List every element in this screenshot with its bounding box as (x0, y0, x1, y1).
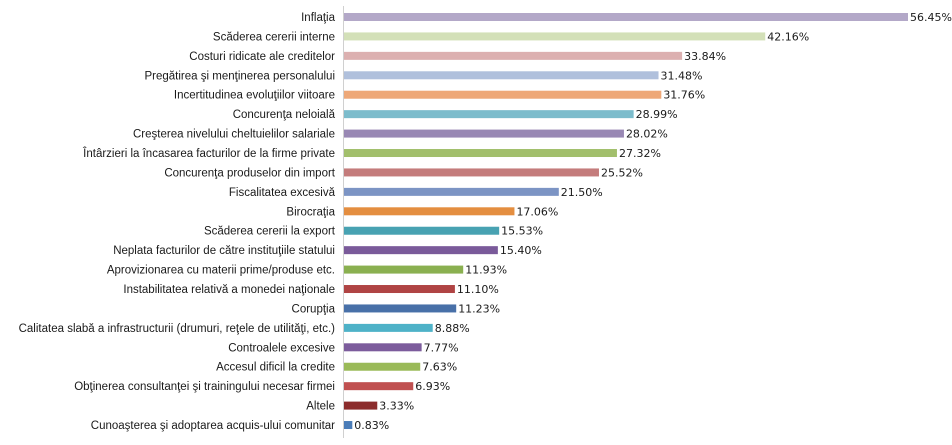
category-label: Concurenţa produselor din import (164, 167, 335, 179)
category-label: Incertitudinea evoluţiilor viitoare (174, 90, 335, 102)
category-label: Pregătirea şi menţinerea personalului (145, 70, 336, 82)
bar (344, 149, 617, 158)
bar (344, 362, 421, 371)
category-label: Scăderea cererii interne (213, 31, 335, 43)
value-label: 33.84% (684, 50, 726, 63)
bar (344, 71, 659, 80)
bar (344, 285, 455, 294)
value-label: 11.23% (458, 302, 500, 315)
value-label: 7.77% (424, 341, 459, 354)
category-label: Creşterea nivelului cheltuielilor salari… (133, 129, 335, 141)
bar (344, 168, 599, 177)
bar (344, 421, 353, 430)
category-label: Controalele excesive (228, 342, 335, 354)
bar (344, 187, 559, 196)
category-label: Întârzieri la încasarea facturilor de la… (82, 147, 335, 160)
bar (344, 343, 422, 352)
bar (344, 304, 457, 313)
bar (344, 51, 683, 60)
category-label: Accesul dificil la credite (216, 362, 335, 374)
bar (344, 13, 908, 21)
value-label: 17.06% (516, 205, 558, 218)
category-label: Cunoaşterea şi adoptarea acquis-ului com… (91, 420, 335, 432)
value-label: 31.48% (661, 69, 703, 82)
category-label: Concurenţa neloială (233, 109, 336, 121)
value-label: 42.16% (767, 30, 809, 43)
value-label: 28.99% (636, 108, 678, 121)
value-label: 27.32% (619, 147, 661, 160)
category-label: Calitatea slabă a infrastructurii (drumu… (19, 323, 336, 335)
category-label: Fiscalitatea excesivă (229, 187, 336, 199)
category-label: Costuri ridicate ale creditelor (189, 51, 335, 63)
value-label: 7.63% (422, 361, 457, 374)
bar (344, 226, 500, 235)
value-label: 31.76% (663, 89, 705, 102)
value-label: 0.83% (354, 419, 389, 432)
value-label: 11.10% (457, 283, 499, 296)
bar (344, 90, 662, 99)
value-label: 6.93% (415, 380, 450, 393)
bar (344, 207, 515, 216)
bar (344, 110, 634, 119)
bar (344, 129, 624, 138)
bar (344, 382, 414, 391)
value-label: 11.93% (465, 264, 507, 277)
value-label: 28.02% (626, 128, 668, 141)
bar (344, 401, 378, 410)
value-label: 15.40% (500, 244, 542, 257)
category-label: Instabilitatea relativă a monedei naţion… (123, 284, 335, 296)
value-label: 3.33% (379, 400, 414, 413)
category-label: Corupţia (292, 303, 336, 315)
value-label: 21.50% (561, 186, 603, 199)
bar (344, 32, 766, 41)
bar (344, 246, 498, 255)
bar (344, 323, 433, 332)
value-label: 15.53% (501, 225, 543, 238)
value-label: 25.52% (601, 166, 643, 179)
category-label: Scăderea cererii la export (204, 226, 336, 238)
category-label: Obţinerea consultanţei şi trainingului n… (74, 381, 335, 393)
category-label: Neplata facturilor de către instituţiile… (113, 245, 335, 257)
category-label: Altele (306, 401, 335, 413)
category-label: Aprovizionarea cu materii prime/produse … (107, 265, 335, 277)
value-label: 8.88% (435, 322, 470, 335)
category-label: Inflaţia (301, 12, 335, 24)
value-label: 56.45% (910, 11, 952, 24)
bars-group: Inflaţia 56.45% Scăderea cererii interne 42… (19, 11, 952, 432)
bar (344, 265, 464, 274)
category-label: Birocraţia (286, 206, 335, 218)
